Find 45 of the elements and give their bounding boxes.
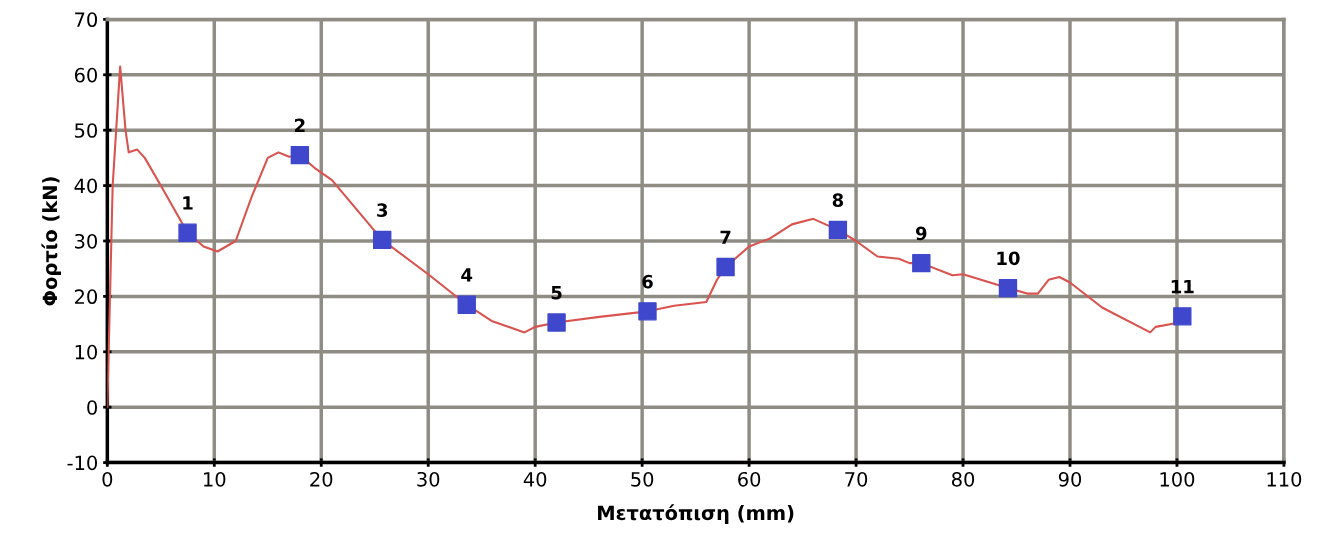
point (998, 278, 1018, 298)
point (457, 295, 476, 314)
y-tick-label: 40 (74, 178, 98, 194)
x-tick-label: 30 (417, 471, 440, 487)
point (373, 230, 392, 250)
x-tick-label: 80 (951, 471, 975, 487)
x-tick-label: 0 (102, 471, 113, 487)
annotation: 3 (377, 203, 388, 217)
annotation: 4 (461, 268, 473, 282)
annotation: 10 (997, 251, 1020, 266)
y-tick-label: 10 (75, 344, 98, 360)
point (912, 253, 931, 273)
point (638, 302, 657, 321)
annotation: 2 (295, 118, 305, 132)
y-tick-label: 50 (75, 123, 98, 138)
y-tick-label: 60 (74, 67, 98, 83)
point (716, 257, 735, 277)
annotation: 5 (551, 286, 562, 300)
annotation: 11 (1171, 279, 1194, 294)
point (290, 145, 310, 165)
y-tick-label: -10 (67, 455, 98, 471)
x-tick-label: 50 (631, 471, 654, 487)
x-tick-label: 70 (845, 471, 868, 487)
y-tick-label: 70 (75, 12, 98, 28)
annotation: 9 (915, 226, 927, 241)
x-tick-label: 60 (738, 471, 761, 487)
x-tick-label: 40 (523, 471, 547, 487)
x-tick-label: 90 (1058, 471, 1082, 487)
x-tick-label: 100 (1160, 471, 1195, 487)
annotation: 7 (720, 230, 731, 244)
x-tick-label: 20 (310, 471, 333, 487)
y-tick-label: 20 (74, 289, 98, 305)
annotation: 8 (832, 193, 844, 207)
point (828, 220, 848, 240)
annotation: 1 (183, 196, 193, 210)
point (547, 313, 566, 332)
point (1173, 307, 1192, 326)
point (178, 223, 197, 242)
annotation: 6 (642, 274, 653, 289)
x-axis-title: Μετατόπιση (mm) (598, 504, 794, 524)
x-tick-label: 10 (204, 471, 226, 487)
y-axis-title: Φορτίο (kN) (41, 177, 61, 306)
x-tick-label: 110 (1267, 471, 1302, 487)
y-tick-label: 30 (75, 233, 98, 249)
y-tick-label: 0 (87, 400, 98, 415)
